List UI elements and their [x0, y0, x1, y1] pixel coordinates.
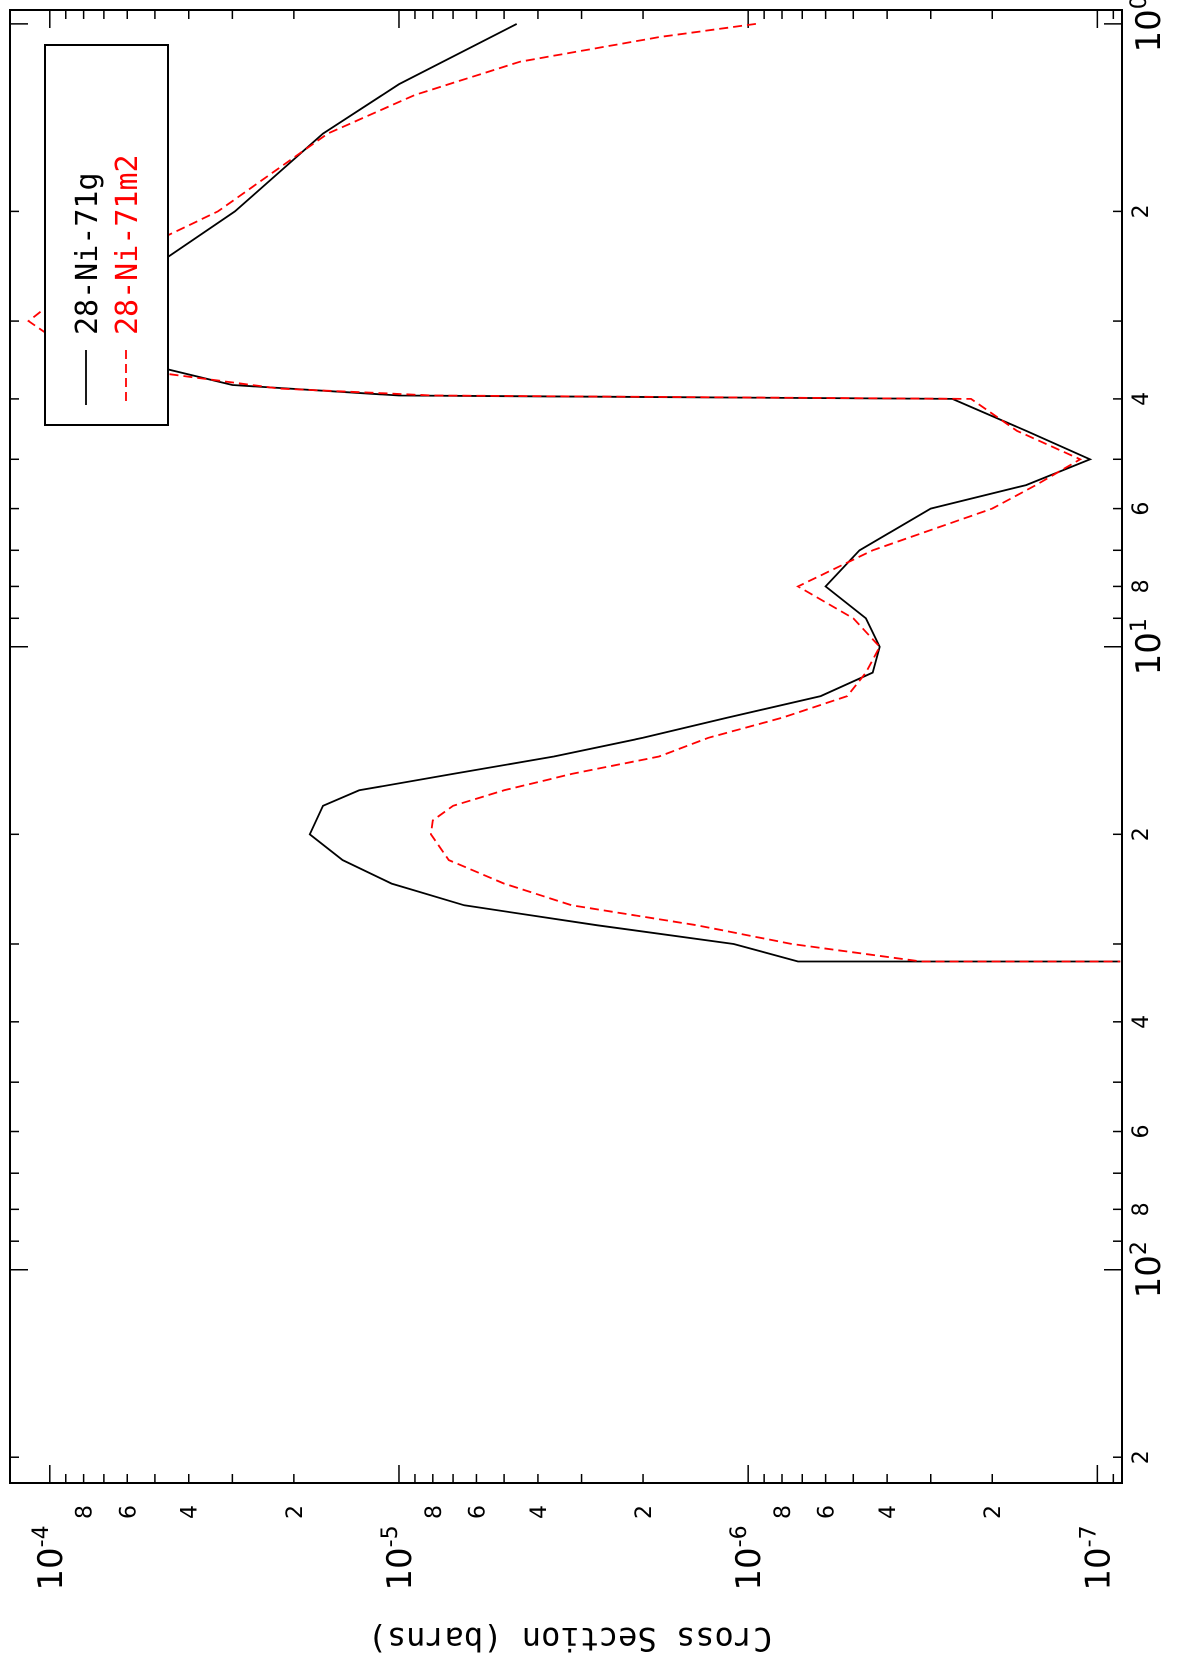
y-minor-label: 6: [116, 1505, 141, 1519]
y-axis-title-text: Cross Section (barns): [368, 1620, 773, 1658]
x-decade-label-text: 101: [1127, 618, 1169, 675]
x-minor-label: 4: [1129, 392, 1154, 406]
x-decade-label-text: 100: [1127, 0, 1169, 53]
y-minor-label-text: 2: [632, 1505, 657, 1519]
x-minor-label-text: 6: [1129, 502, 1154, 516]
x-minor-label-text: 2: [1129, 204, 1154, 218]
y-minor-label-text: 4: [178, 1505, 203, 1519]
y-minor-label: 8: [73, 1505, 98, 1519]
x-minor-label: 2: [1129, 827, 1154, 841]
x-minor-label: 6: [1129, 502, 1154, 516]
x-minor-label: 2: [1129, 1450, 1154, 1464]
x-minor-label: 8: [1129, 579, 1154, 593]
x-decade-exp: 2: [1127, 1241, 1152, 1255]
x-minor-label-text: 2: [1129, 827, 1154, 841]
y-minor-label-text: 8: [771, 1505, 796, 1519]
x-minor-label: 6: [1129, 1125, 1154, 1139]
y-decade-base: 10: [1078, 1547, 1118, 1590]
y-decade-base: 10: [380, 1547, 420, 1590]
y-minor-label-text: 4: [527, 1505, 552, 1519]
x-decade-base: 10: [1129, 9, 1169, 52]
x-minor-label: 4: [1129, 1015, 1154, 1029]
y-minor-label: 6: [465, 1505, 490, 1519]
y-decade-label-text: 10-4: [29, 1525, 71, 1590]
y-minor-label: 2: [283, 1505, 308, 1519]
y-decade-exp: -4: [29, 1525, 54, 1547]
x-minor-label-text: 8: [1129, 579, 1154, 593]
legend-label: 28-Ni-71g: [70, 172, 105, 335]
legend-label: 28-Ni-71m2: [110, 154, 145, 335]
x-decade-exp: 1: [1127, 618, 1152, 632]
x-decade-exp: 0: [1127, 0, 1152, 9]
x-minor-label: 2: [1129, 204, 1154, 218]
y-minor-label: 8: [771, 1505, 796, 1519]
x-minor-label-text: 4: [1129, 1015, 1154, 1029]
x-minor-label-text: 8: [1129, 1202, 1154, 1216]
y-decade-label-text: 10-6: [727, 1525, 769, 1590]
legend-box: [44, 44, 169, 426]
y-minor-label: 4: [178, 1505, 203, 1519]
y-decade-label: 10-7: [1076, 1525, 1118, 1590]
x-minor-label-text: 6: [1129, 1125, 1154, 1139]
y-minor-label: 6: [815, 1505, 840, 1519]
y-decade-exp: -7: [1076, 1525, 1101, 1547]
y-minor-label-text: 2: [283, 1505, 308, 1519]
y-minor-label-text: 4: [876, 1505, 901, 1519]
x-minor-label-text: 4: [1129, 392, 1154, 406]
y-decade-label: 10-4: [29, 1525, 71, 1590]
x-decade-label: 100: [1127, 0, 1169, 53]
y-minor-label-text: 6: [815, 1505, 840, 1519]
y-minor-label-text: 6: [465, 1505, 490, 1519]
x-decade-label-text: 102: [1127, 1241, 1169, 1298]
series-line-1: [27, 23, 1121, 963]
y-minor-label: 4: [527, 1505, 552, 1519]
legend-entry-1: 28-Ni-71m2: [110, 154, 145, 335]
y-minor-label-text: 6: [116, 1505, 141, 1519]
y-minor-label: 2: [981, 1505, 1006, 1519]
series-line-0: [80, 23, 1121, 963]
y-decade-exp: -6: [727, 1525, 752, 1547]
y-minor-label-text: 8: [73, 1505, 98, 1519]
y-decade-base: 10: [31, 1547, 71, 1590]
y-decade-base: 10: [729, 1547, 769, 1590]
y-minor-label-text: 2: [981, 1505, 1006, 1519]
y-decade-label: 10-6: [727, 1525, 769, 1590]
y-decade-label-text: 10-5: [378, 1525, 420, 1590]
y-decade-label: 10-5: [378, 1525, 420, 1590]
x-minor-label-text: 2: [1129, 1450, 1154, 1464]
x-decade-label: 102: [1127, 1241, 1169, 1298]
legend-entry-0: 28-Ni-71g: [70, 172, 105, 335]
y-axis-title: Cross Section (barns): [368, 1620, 773, 1658]
y-decade-exp: -5: [378, 1525, 403, 1547]
x-decade-label: 101: [1127, 618, 1169, 675]
x-decade-base: 10: [1129, 632, 1169, 675]
y-minor-label: 8: [422, 1505, 447, 1519]
y-minor-label: 2: [632, 1505, 657, 1519]
y-decade-label-text: 10-7: [1076, 1525, 1118, 1590]
y-minor-label-text: 8: [422, 1505, 447, 1519]
plot-frame: [9, 9, 1123, 1484]
y-minor-label: 4: [876, 1505, 901, 1519]
x-decade-base: 10: [1129, 1255, 1169, 1298]
x-minor-label: 8: [1129, 1202, 1154, 1216]
